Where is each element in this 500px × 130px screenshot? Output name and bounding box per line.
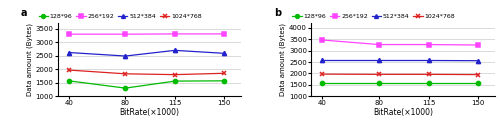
1024*768: [172, 74, 178, 75]
512*384: [376, 60, 382, 61]
256*192: [320, 39, 326, 41]
256*192: [172, 33, 178, 35]
Legend: 128*96, 256*192, 512*384, 1024*768: 128*96, 256*192, 512*384, 1024*768: [38, 13, 202, 19]
256*192: [475, 44, 481, 46]
Line: 256*192: 256*192: [320, 38, 480, 47]
1024*768: [122, 73, 128, 75]
1024*768: [475, 74, 481, 75]
Line: 1024*768: 1024*768: [66, 68, 226, 77]
512*384: [320, 60, 326, 61]
128*96: [222, 80, 228, 82]
512*384: [172, 50, 178, 51]
Text: a: a: [20, 8, 27, 18]
512*384: [66, 52, 72, 53]
Line: 128*96: 128*96: [66, 79, 226, 90]
128*96: [172, 80, 178, 82]
256*192: [426, 44, 432, 45]
X-axis label: BitRate(×1000): BitRate(×1000): [120, 108, 180, 117]
Text: b: b: [274, 8, 281, 18]
1024*768: [376, 74, 382, 75]
1024*768: [320, 73, 326, 75]
128*96: [320, 82, 326, 83]
256*192: [376, 44, 382, 45]
1024*768: [222, 73, 228, 74]
256*192: [222, 33, 228, 35]
Line: 128*96: 128*96: [320, 80, 480, 85]
X-axis label: BitRate(×1000): BitRate(×1000): [373, 108, 433, 117]
Line: 256*192: 256*192: [66, 32, 226, 36]
Y-axis label: Data amount (Bytes): Data amount (Bytes): [280, 23, 286, 96]
128*96: [66, 80, 72, 82]
512*384: [222, 53, 228, 54]
Line: 512*384: 512*384: [66, 48, 226, 58]
128*96: [426, 82, 432, 83]
Y-axis label: Data amount (Bytes): Data amount (Bytes): [26, 23, 32, 96]
128*96: [376, 82, 382, 83]
256*192: [122, 33, 128, 35]
1024*768: [66, 69, 72, 71]
Line: 512*384: 512*384: [320, 58, 480, 63]
Line: 1024*768: 1024*768: [320, 72, 480, 77]
Legend: 128*96, 256*192, 512*384, 1024*768: 128*96, 256*192, 512*384, 1024*768: [292, 13, 456, 19]
128*96: [122, 87, 128, 89]
512*384: [475, 60, 481, 61]
512*384: [122, 55, 128, 57]
128*96: [475, 82, 481, 83]
1024*768: [426, 74, 432, 75]
512*384: [426, 60, 432, 61]
256*192: [66, 33, 72, 35]
